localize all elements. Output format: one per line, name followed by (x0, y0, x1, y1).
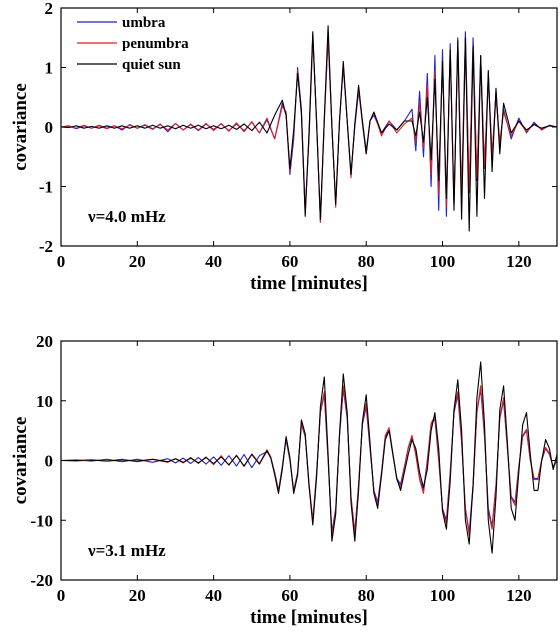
frequency-annotation: ν=4.0 mHz (87, 207, 166, 226)
y-tick-label: 10 (36, 392, 53, 411)
series-group (61, 25, 557, 232)
x-tick-label: 60 (281, 586, 298, 605)
y-tick-label: 0 (45, 118, 54, 137)
x-axis-label: time [minutes] (250, 607, 368, 628)
y-tick-label: -10 (30, 511, 53, 530)
y-tick-label: -2 (39, 237, 53, 256)
chart-panel-bottom: 0 20 40 60 80 100 120 -20 -10 0 10 20 time [minutes]… (10, 332, 558, 628)
x-tick-label: 100 (430, 586, 456, 605)
y-axis-label: covariance (10, 417, 31, 505)
x-tick-label: 100 (430, 252, 456, 271)
x-tick-label: 20 (129, 586, 146, 605)
series-line-quiet-sun (61, 361, 557, 554)
y-tick-label: 1 (45, 59, 54, 78)
x-tick-label: 80 (358, 252, 375, 271)
x-tick-label: 40 (205, 586, 222, 605)
series-line-quiet-sun (61, 25, 557, 232)
x-tick-label: 0 (57, 586, 66, 605)
frequency-annotation: ν=3.1 mHz (87, 541, 166, 560)
x-tick-label: 80 (358, 586, 375, 605)
legend-label-penumbra: penumbra (122, 36, 189, 52)
legend-label-quiet-sun: quiet sun (122, 57, 181, 73)
chart-panel-top: 0 20 40 60 80 100 120 -2 -1 0 1 2 time [minutes] cova… (10, 0, 558, 294)
y-tick-label: -1 (39, 178, 53, 197)
x-tick-label: 60 (281, 252, 298, 271)
y-tick-label: 0 (45, 452, 54, 471)
legend-label-umbra: umbra (122, 15, 166, 31)
series-group (61, 361, 557, 554)
x-axis-label: time [minutes] (250, 273, 368, 294)
y-tick-label: -20 (30, 571, 53, 590)
y-axis-label: covariance (10, 83, 31, 171)
x-tick-label: 120 (506, 252, 532, 271)
x-tick-label: 0 (57, 252, 66, 271)
x-tick-label: 40 (205, 252, 222, 271)
y-tick-label: 20 (36, 332, 53, 351)
x-tick-label: 120 (506, 586, 532, 605)
y-tick-label: 2 (45, 0, 54, 18)
x-tick-label: 20 (129, 252, 146, 271)
